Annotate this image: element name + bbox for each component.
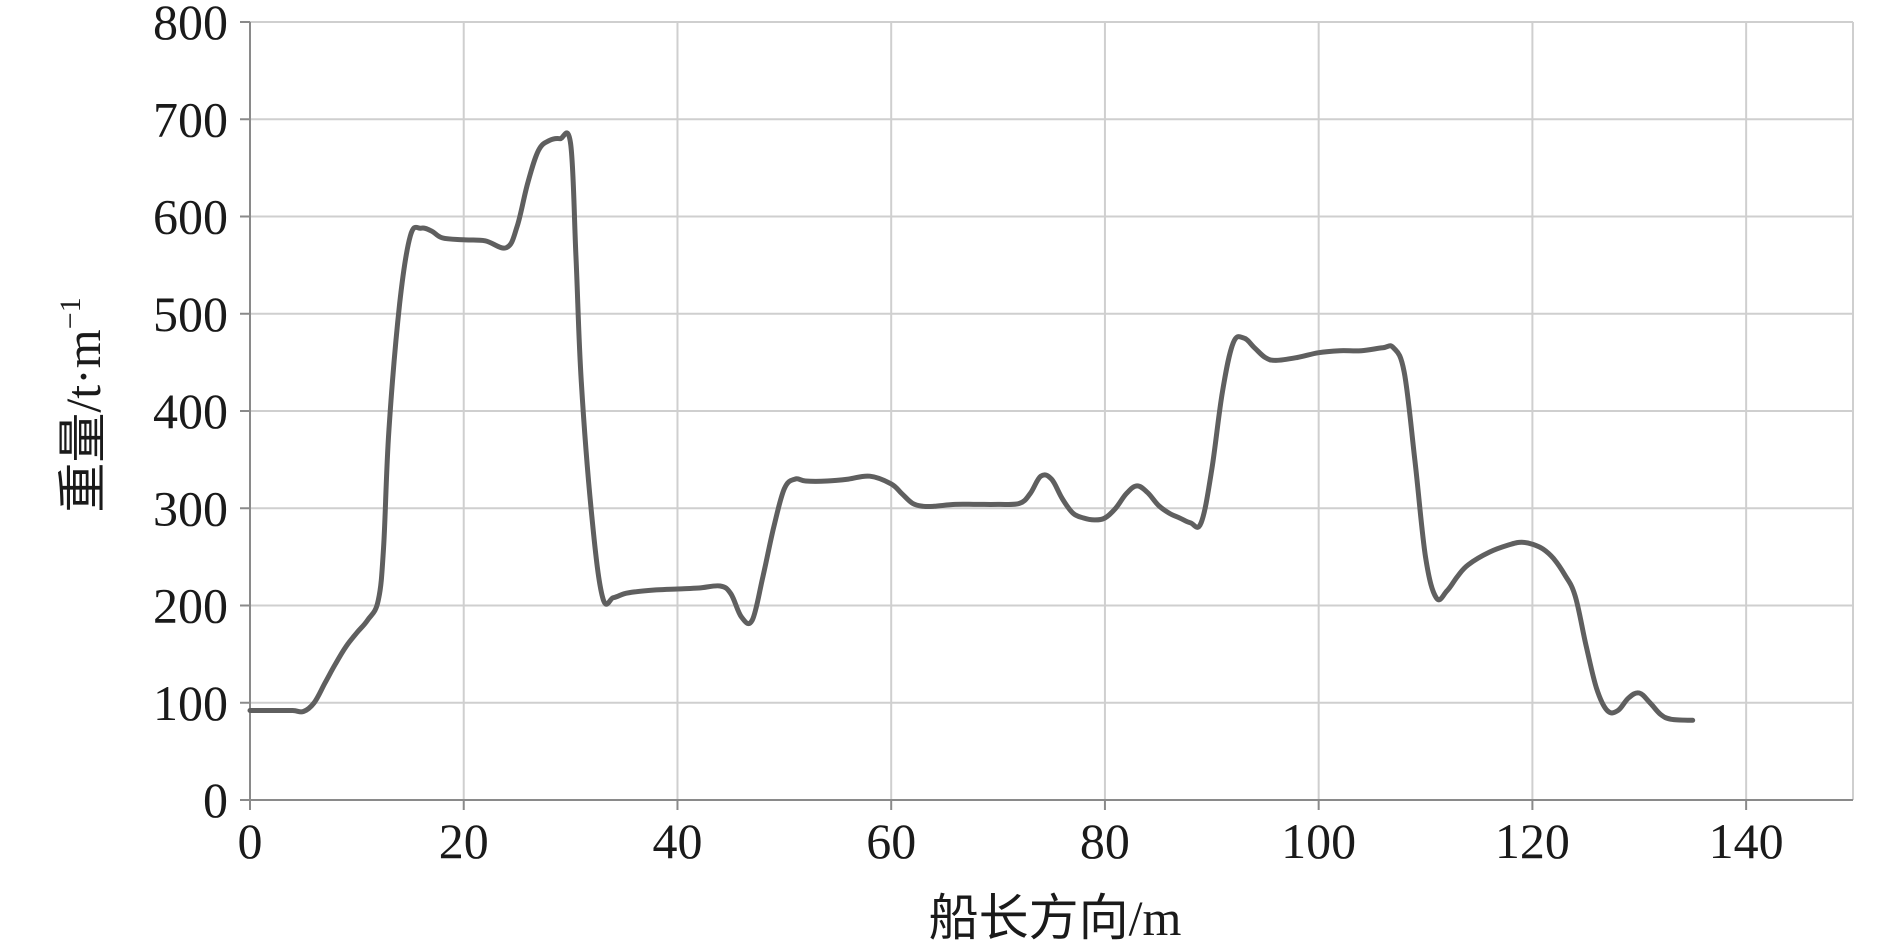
y-tick-label: 300 (153, 480, 228, 536)
x-tick-label: 60 (866, 813, 916, 869)
series-layer (247, 130, 1696, 723)
axes (240, 21, 1853, 810)
x-tick-label: 140 (1709, 813, 1784, 869)
y-axis-title-main: 重量/t·m (55, 329, 111, 512)
x-tick-label: 40 (652, 813, 702, 869)
y-tick-label: 400 (153, 383, 228, 439)
tick-labels: 0 100 200 300 400 500 600 700 800 0 20 40 60 80 100 120… (153, 0, 1784, 869)
x-tick-label: 0 (238, 813, 263, 869)
y-tick-label: 600 (153, 189, 228, 245)
series-line-0 (247, 130, 1696, 723)
x-tick-label: 120 (1495, 813, 1570, 869)
grid (250, 21, 1854, 800)
x-tick-label: 100 (1281, 813, 1356, 869)
y-axis-title-superscript: −1 (54, 297, 87, 329)
y-tick-label: 200 (153, 578, 228, 634)
y-tick-label: 500 (153, 286, 228, 342)
y-tick-label: 0 (203, 772, 228, 828)
y-axis-title: 重量/t·m−1 (54, 297, 111, 512)
y-tick-label: 700 (153, 91, 228, 147)
x-axis-title: 船长方向/m (929, 890, 1182, 945)
x-tick-label: 20 (439, 813, 489, 869)
y-tick-label: 100 (153, 675, 228, 731)
y-tick-label: 800 (153, 0, 228, 50)
x-tick-label: 80 (1080, 813, 1130, 869)
